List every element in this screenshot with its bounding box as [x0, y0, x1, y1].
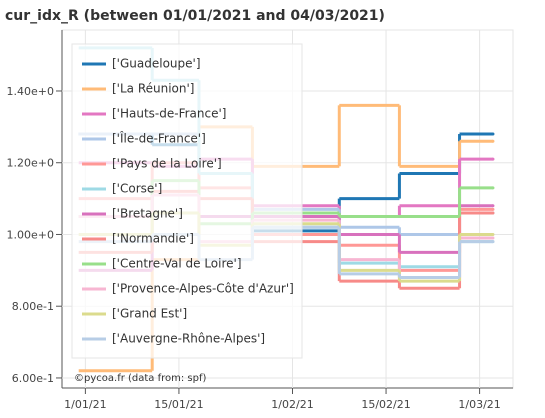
y-tick-label: 6.00e-1 — [12, 372, 54, 385]
legend-label: ['Grand Est'] — [112, 307, 187, 321]
x-tick-label: 1/03/21 — [458, 398, 500, 411]
line-end — [491, 139, 495, 143]
line-end — [491, 157, 495, 161]
y-tick-label: 8.00e-1 — [12, 300, 54, 313]
line-end — [491, 211, 495, 215]
x-tick-label: 15/01/21 — [154, 398, 203, 411]
line-end — [491, 204, 495, 208]
legend-label: ['La Réunion'] — [112, 82, 195, 96]
legend-label: ['Guadeloupe'] — [112, 57, 201, 71]
x-tick-label: 1/02/21 — [271, 398, 313, 411]
legend-label: ['Centre-Val de Loire'] — [112, 257, 242, 271]
legend-label: ['Hauts-de-France'] — [112, 107, 226, 121]
legend-label: ['Bretagne'] — [112, 207, 183, 221]
chart-title: cur_idx_R (between 01/01/2021 and 04/03/… — [5, 8, 385, 24]
legend-label: ['Provence-Alpes-Côte d'Azur'] — [112, 282, 294, 296]
line-end — [491, 207, 495, 211]
legend-label: ['Normandie'] — [112, 232, 194, 246]
x-tick-label: 1/01/21 — [64, 398, 106, 411]
y-tick-label: 1.40e+0 — [7, 85, 54, 98]
line-end — [491, 236, 495, 240]
legend-label: ['Corse'] — [112, 182, 162, 196]
line-end — [491, 186, 495, 190]
y-tick-label: 1.20e+0 — [7, 157, 54, 170]
legend-label: ['Île-de-France'] — [112, 131, 206, 146]
annotation: ©pycoa.fr (data from: spf) — [74, 373, 207, 384]
legend-label: ['Auvergne-Rhône-Alpes'] — [112, 332, 265, 346]
legend-label: ['Pays de la Loire'] — [112, 157, 222, 171]
y-tick-label: 1.00e+0 — [7, 228, 54, 241]
line-end — [491, 240, 495, 244]
legend-box — [71, 43, 303, 359]
x-tick-label: 15/02/21 — [361, 398, 410, 411]
line-end — [491, 232, 495, 236]
line-end — [491, 132, 495, 136]
